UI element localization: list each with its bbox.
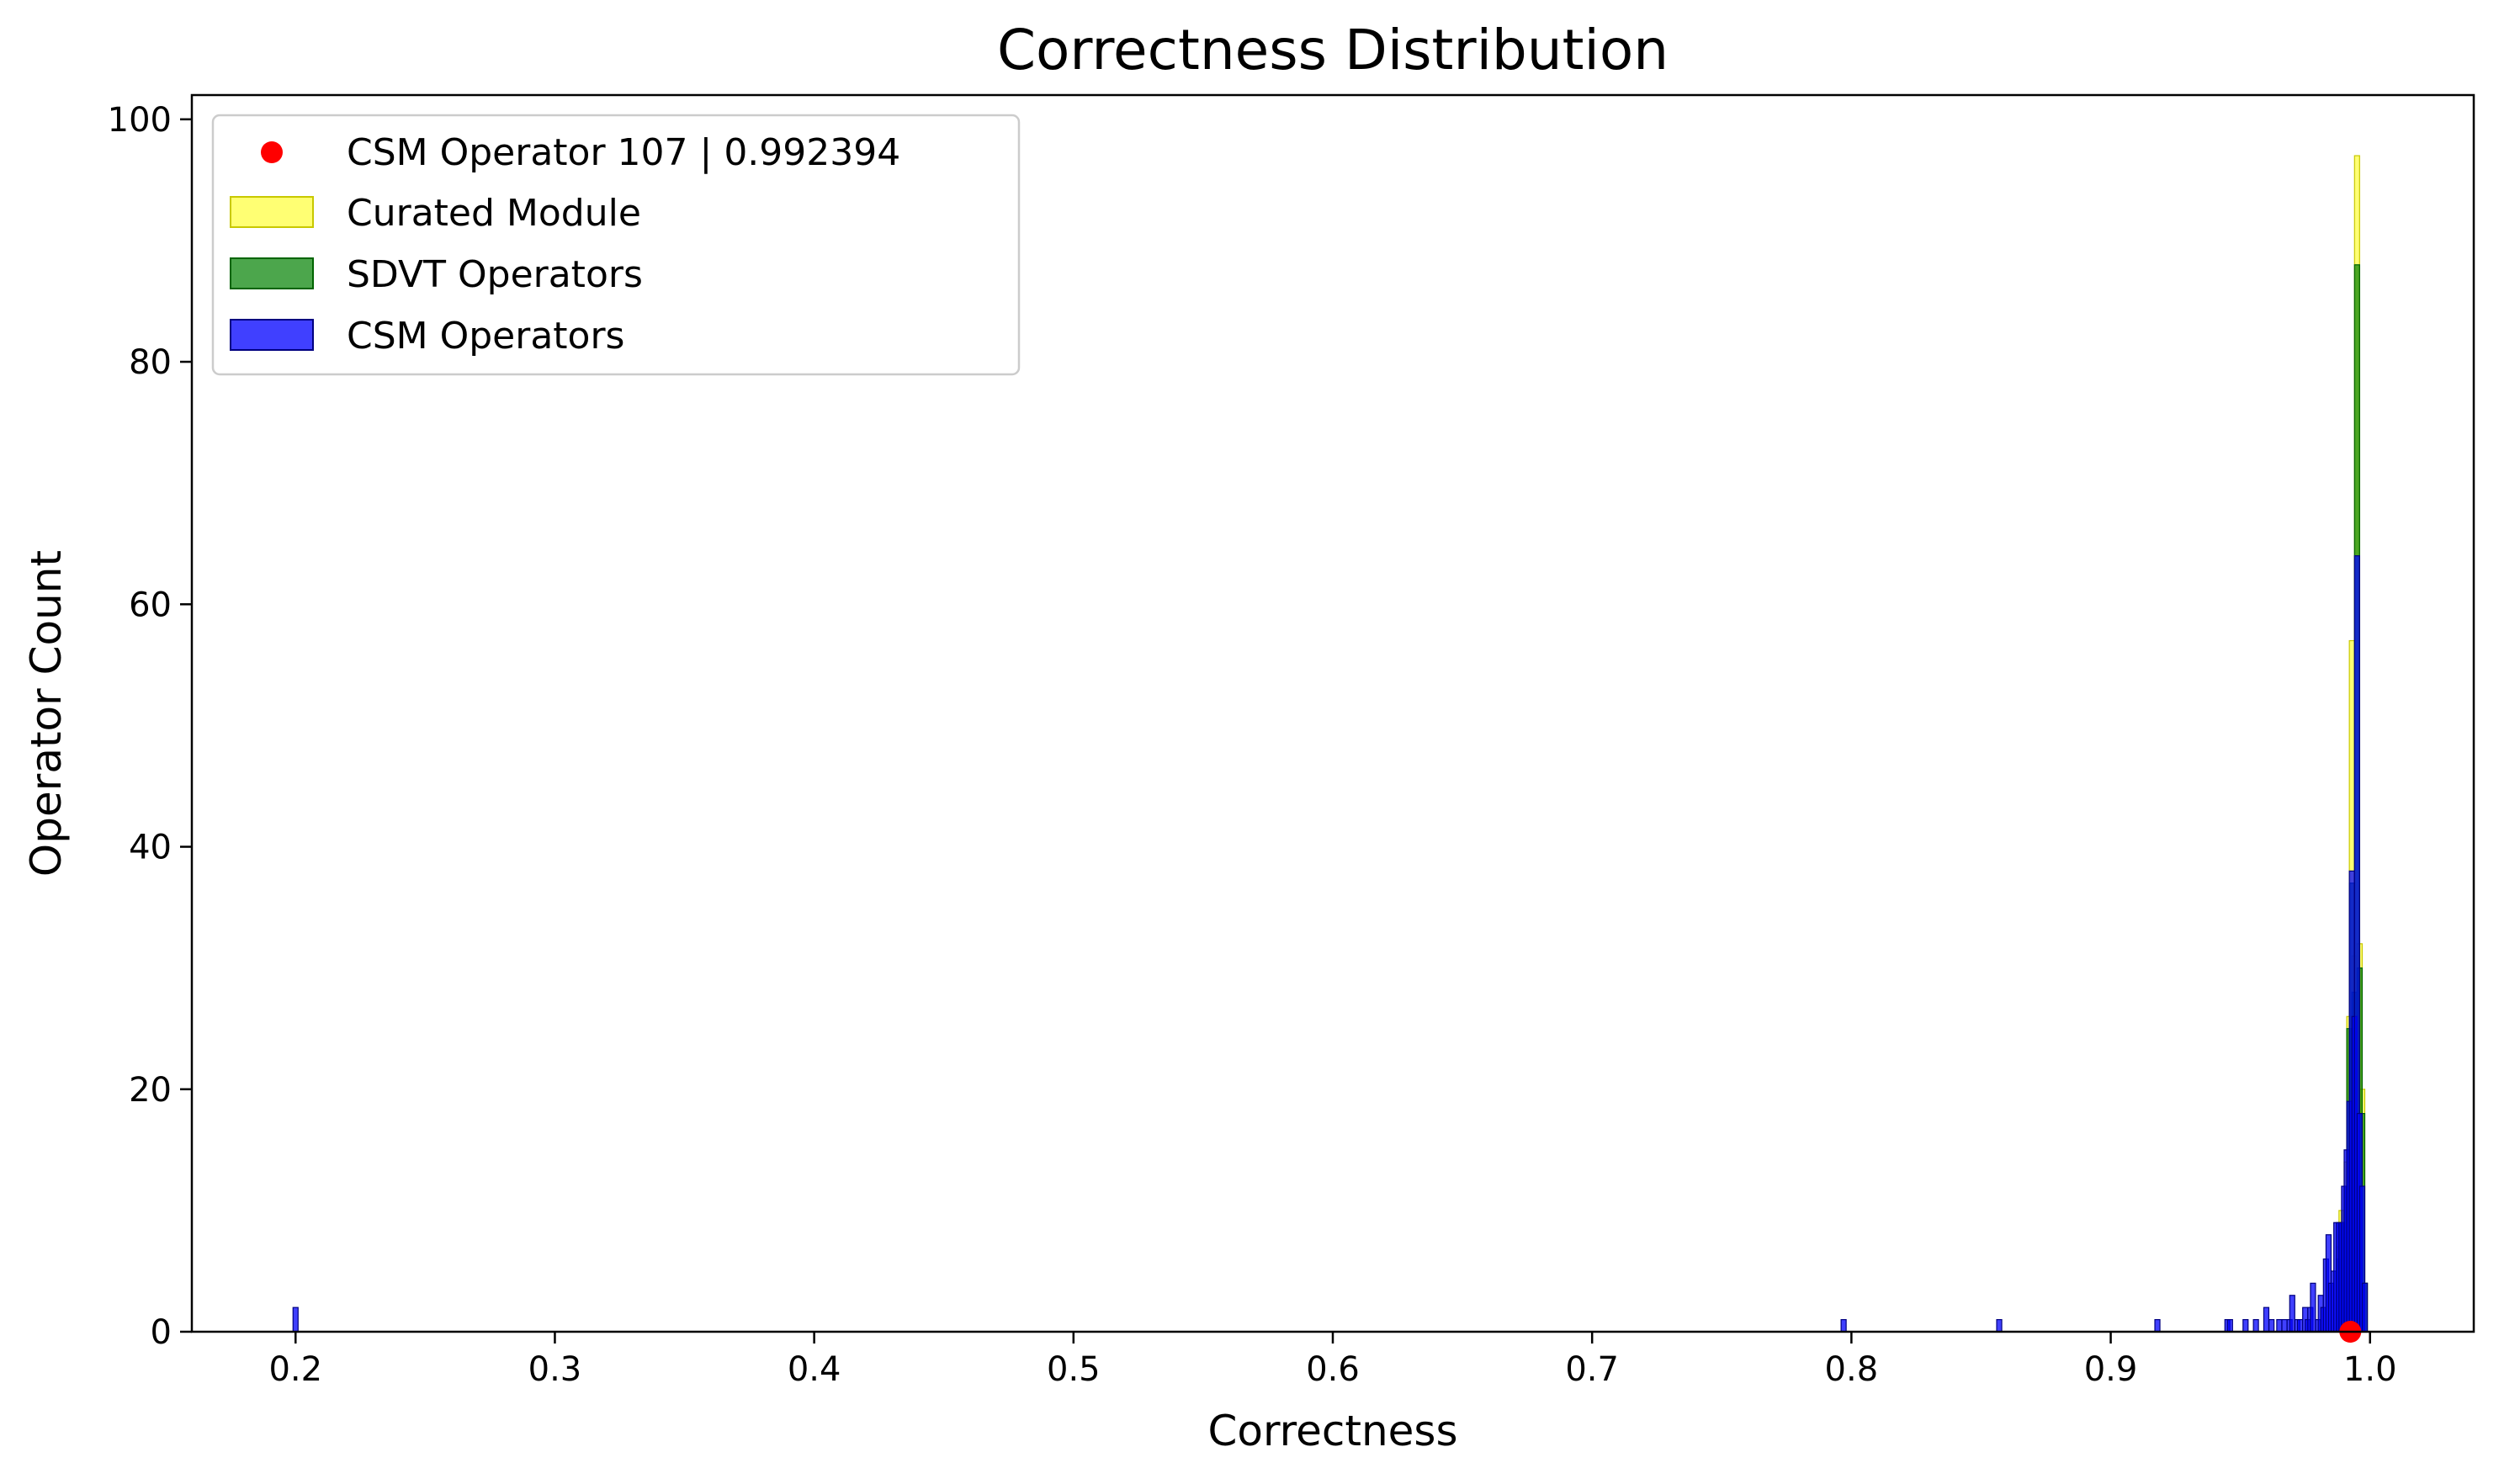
x-tick-label: 0.6 xyxy=(1306,1350,1360,1389)
y-axis-label: Operator Count xyxy=(22,550,71,877)
bar-csm-operators xyxy=(2263,1306,2270,1333)
bar-csm-operators xyxy=(2226,1318,2233,1333)
y-tick-label: 100 xyxy=(108,101,172,140)
bar-csm-operators xyxy=(2268,1318,2275,1333)
legend-label-highlight: CSM Operator 107 | 0.992394 xyxy=(347,131,900,174)
bar-csm-operators xyxy=(1840,1318,1847,1333)
bar-csm-operators xyxy=(2296,1318,2304,1333)
x-tick-label: 0.7 xyxy=(1565,1350,1619,1389)
bar-csm-operators xyxy=(2361,1282,2369,1333)
legend-swatch-csm-operators xyxy=(230,319,314,351)
x-tick-label: 0.8 xyxy=(1825,1350,1879,1389)
x-ticks: 0.2 0.3 0.4 0.5 0.6 0.7 0.8 0.9 1.0 xyxy=(268,1332,2397,1389)
y-tick-label: 80 xyxy=(129,343,172,382)
bar-csm-operators xyxy=(2310,1282,2316,1333)
x-tick-label: 0.5 xyxy=(1047,1350,1101,1389)
legend-label-sdvt-operators: SDVT Operators xyxy=(347,253,643,296)
x-axis-label: Correctness xyxy=(1207,1407,1457,1455)
y-ticks: 0 20 40 60 80 100 xyxy=(108,101,192,1352)
legend-swatch-sdvt-operators xyxy=(230,257,314,289)
y-tick-label: 0 xyxy=(151,1313,172,1352)
x-tick-label: 0.9 xyxy=(2084,1350,2138,1389)
y-tick-label: 60 xyxy=(129,586,172,624)
x-tick-label: 0.4 xyxy=(788,1350,841,1389)
y-tick-label: 20 xyxy=(129,1071,172,1110)
bar-csm-operators xyxy=(2289,1295,2295,1333)
legend-swatch-curated-module xyxy=(230,196,314,228)
legend-label-csm-operators: CSM Operators xyxy=(347,315,624,358)
chart-title: Correctness Distribution xyxy=(997,18,1669,82)
bars-layer xyxy=(292,155,2369,1333)
x-tick-label: 0.3 xyxy=(528,1350,582,1389)
x-tick-label: 1.0 xyxy=(2343,1350,2397,1389)
bar-csm-operators xyxy=(2252,1318,2259,1333)
legend-frame xyxy=(211,114,1021,376)
bar-csm-operators xyxy=(2276,1318,2283,1333)
x-tick-label: 0.2 xyxy=(268,1350,322,1389)
bar-csm-operators xyxy=(2281,1318,2288,1333)
bar-csm-operators xyxy=(292,1306,299,1333)
y-tick-label: 40 xyxy=(129,829,172,867)
legend-marker-highlight xyxy=(261,141,283,163)
bar-csm-operators xyxy=(2154,1318,2161,1333)
legend-label-curated-module: Curated Module xyxy=(347,192,641,235)
legend: CSM Operator 107 | 0.992394 Curated Modu… xyxy=(211,114,1021,376)
bar-csm-operators xyxy=(1996,1318,2003,1333)
bar-csm-operators xyxy=(2242,1318,2249,1333)
